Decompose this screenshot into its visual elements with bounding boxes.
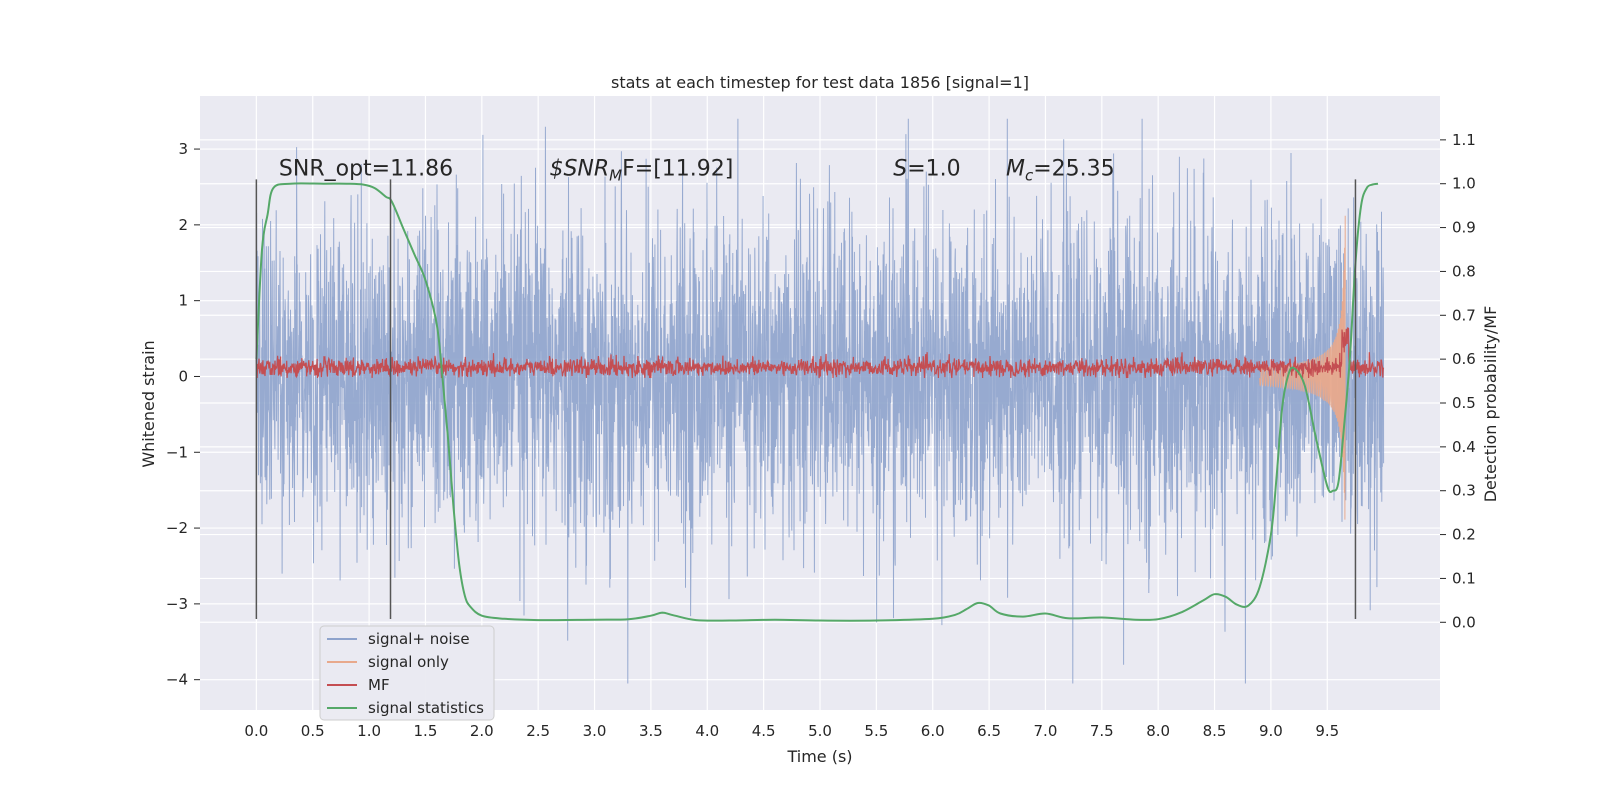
x-tick-label: 0.5 (301, 722, 325, 740)
x-tick-label: 8.0 (1146, 722, 1170, 740)
annotation-s-value: S=1.0 (893, 157, 960, 182)
y2-tick-label: 0.0 (1452, 613, 1476, 631)
annotation-mc-value: Mc=25.35 (1006, 157, 1115, 185)
y-tick-label: 3 (178, 140, 188, 158)
x-tick-label: 1.0 (357, 722, 381, 740)
legend-box (319, 625, 495, 721)
series-mf (255, 327, 1385, 379)
y-tick-label: 0 (178, 367, 188, 385)
y-tick-label: 1 (178, 292, 188, 310)
y2-tick-label: 0.7 (1452, 306, 1476, 324)
x-tick-label: 6.5 (977, 722, 1001, 740)
y2-tick-label: 0.6 (1452, 350, 1476, 368)
legend: signal+ noise signal only MF signal stat… (319, 625, 495, 721)
x-tick-label: 2.0 (470, 722, 494, 740)
ticks: 0.0 0.5 1.0 1.5 2.0 2.5 3.0 3.5 4.0 4.5 5.0 5.5 6.0 6… (166, 131, 1476, 740)
x-tick-label: 5.0 (808, 722, 832, 740)
x-tick-label: 9.5 (1315, 722, 1339, 740)
y-axis-label: Whitened strain (139, 340, 158, 467)
y-tick-label: −2 (166, 519, 188, 537)
x-tick-label: 2.5 (526, 722, 550, 740)
y2-tick-label: 0.8 (1452, 262, 1476, 280)
x-tick-label: 3.5 (639, 722, 663, 740)
x-tick-label: 8.5 (1203, 722, 1227, 740)
y2-tick-label: 0.4 (1452, 438, 1476, 456)
y2-tick-label: 0.5 (1452, 394, 1476, 412)
x-tick-label: 9.0 (1259, 722, 1283, 740)
annotations: SNR_opt=11.86 $SNRMF=[11.92] S=1.0 Mc=25.35 (279, 157, 1115, 185)
legend-entry-signal-noise: signal+ noise (368, 630, 470, 648)
y2-tick-label: 0.9 (1452, 219, 1476, 237)
x-tick-label: 0.0 (244, 722, 268, 740)
legend-entry-signal-only: signal only (368, 653, 449, 671)
vertical-markers (255, 179, 1357, 620)
x-tick-label: 4.5 (752, 722, 776, 740)
y-tick-label: 2 (178, 216, 188, 234)
y2-tick-label: 0.3 (1452, 482, 1476, 500)
legend-entry-mf: MF (368, 676, 390, 694)
x-tick-label: 1.5 (414, 722, 438, 740)
x-axis-label: Time (s) (786, 747, 852, 766)
annotation-snr-mf: $SNRMF=[11.92] (549, 157, 733, 185)
x-tick-label: 6.0 (921, 722, 945, 740)
y-tick-label: −3 (166, 595, 188, 613)
y2-tick-label: 0.2 (1452, 526, 1476, 544)
legend-entry-signal-statistics: signal statistics (368, 699, 484, 717)
x-tick-label: 5.5 (864, 722, 888, 740)
x-tick-label: 7.0 (1034, 722, 1058, 740)
series-layer (255, 118, 1385, 684)
y-tick-label: −4 (166, 671, 188, 689)
series-signal-statistics (255, 182, 1379, 622)
chart-title: stats at each timestep for test data 185… (611, 73, 1029, 92)
y-tick-label: −1 (166, 443, 188, 461)
y2-tick-label: 1.0 (1452, 175, 1476, 193)
x-tick-label: 3.0 (583, 722, 607, 740)
x-tick-label: 7.5 (1090, 722, 1114, 740)
x-tick-label: 4.0 (695, 722, 719, 740)
annotation-snr-opt: SNR_opt=11.86 (279, 157, 453, 182)
y2-tick-label: 0.1 (1452, 569, 1476, 587)
y2-axis-label: Detection probability/MF (1481, 306, 1500, 503)
y2-tick-label: 1.1 (1452, 131, 1476, 149)
